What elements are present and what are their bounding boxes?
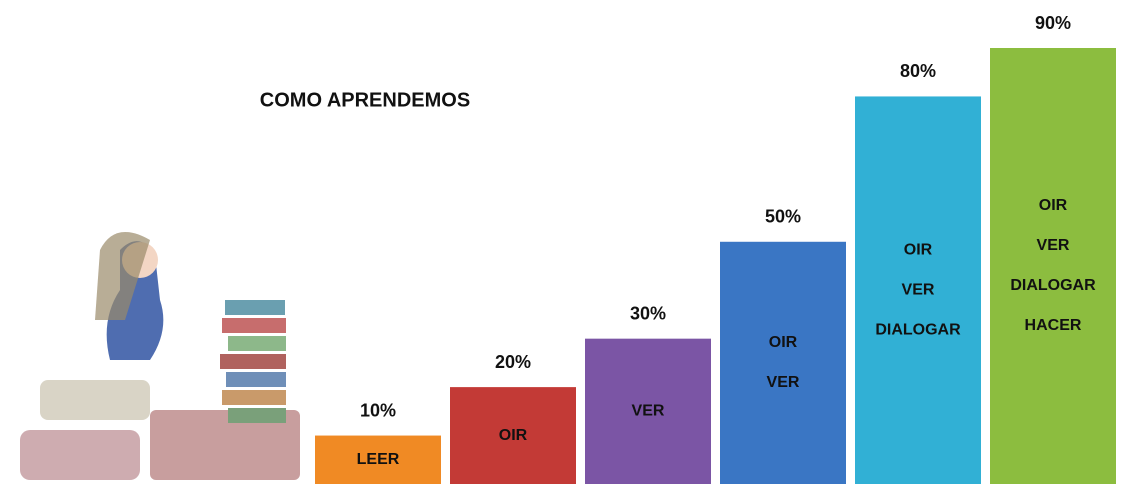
bar-label: OIR: [904, 241, 933, 258]
bar-label: VER: [767, 374, 800, 391]
value-label: 10%: [360, 400, 396, 420]
bar: [720, 242, 846, 484]
bar-label: HACER: [1025, 317, 1082, 334]
value-label: 90%: [1035, 13, 1071, 33]
value-label: 80%: [900, 61, 936, 81]
value-label: 50%: [765, 207, 801, 227]
bar-label: DIALOGAR: [875, 321, 961, 338]
bar-label: VER: [902, 281, 935, 298]
chart: COMO APRENDEMOS 10% LEER 20% OIR 30% VER 50% OI…: [0, 0, 1129, 486]
bar-label: VER: [1037, 237, 1070, 254]
value-label: 20%: [495, 352, 531, 372]
bar: [990, 48, 1116, 484]
bar-label: VER: [632, 403, 665, 420]
bar-label: OIR: [769, 334, 798, 351]
bar-label: OIR: [499, 427, 528, 444]
value-label: 30%: [630, 303, 666, 323]
bar-label: OIR: [1039, 197, 1068, 214]
chart-title: COMO APRENDEMOS: [260, 89, 470, 111]
bar-label: DIALOGAR: [1010, 277, 1096, 294]
illustration: [20, 232, 300, 480]
bar-label: LEER: [357, 451, 400, 468]
